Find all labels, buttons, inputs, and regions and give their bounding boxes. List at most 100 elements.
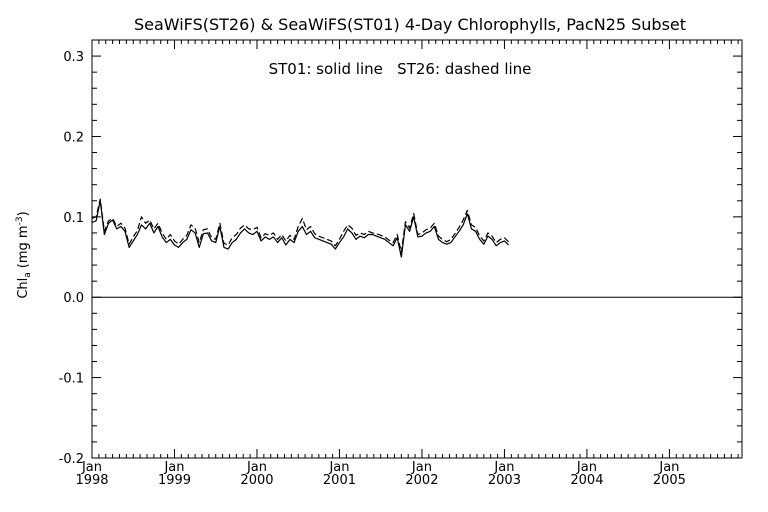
- data-point-st26: [364, 234, 365, 235]
- data-point-st01: [491, 239, 492, 240]
- data-point-st01: [442, 242, 443, 243]
- data-point-st26: [483, 240, 484, 241]
- data-point-st01: [331, 244, 332, 245]
- data-point-st26: [215, 239, 216, 240]
- data-point-st01: [421, 236, 422, 237]
- data-point-st26: [277, 239, 278, 240]
- y-tick-label: 0.0: [63, 291, 84, 306]
- data-point-st26: [149, 219, 150, 220]
- series-layer: [91, 198, 509, 258]
- x-tick-label-year: 2000: [240, 473, 273, 488]
- data-point-st26: [409, 228, 410, 229]
- data-point-st01: [500, 242, 501, 243]
- chart-title: SeaWiFS(ST26) & SeaWiFS(ST01) 4-Day Chlo…: [134, 15, 686, 34]
- x-tick-label-month: Jan: [81, 460, 102, 475]
- data-point-st01: [392, 245, 393, 246]
- data-point-st01: [215, 242, 216, 243]
- data-point-st26: [397, 234, 398, 235]
- data-point-st26: [392, 242, 393, 243]
- data-point-st26: [219, 223, 220, 224]
- data-point-st26: [145, 223, 146, 224]
- data-point-st01: [364, 237, 365, 238]
- data-point-st26: [174, 240, 175, 241]
- x-tick-label-month: Jan: [493, 460, 514, 475]
- data-point-st26: [359, 232, 360, 233]
- data-point-st01: [149, 223, 150, 224]
- data-point-st26: [458, 227, 459, 228]
- data-point-st26: [170, 234, 171, 235]
- data-point-st01: [153, 232, 154, 233]
- data-point-st01: [141, 224, 142, 225]
- data-point-st26: [112, 218, 113, 219]
- y-tick-label: -0.1: [59, 372, 84, 387]
- x-tick-label-month: Jan: [163, 460, 184, 475]
- x-tick-label-month: Jan: [328, 460, 349, 475]
- data-point-st26: [487, 232, 488, 233]
- y-axis-label-sub: a: [23, 272, 33, 278]
- data-point-st26: [471, 224, 472, 225]
- data-point-st01: [170, 239, 171, 240]
- x-tick-label-year: 1999: [158, 473, 191, 488]
- x-tick-label-month: Jan: [576, 460, 597, 475]
- data-point-st26: [166, 239, 167, 240]
- data-point-st26: [310, 226, 311, 227]
- data-point-st01: [256, 231, 257, 232]
- data-point-st01: [326, 242, 327, 243]
- data-point-st01: [203, 233, 204, 234]
- data-point-st01: [438, 239, 439, 240]
- data-point-st26: [260, 237, 261, 238]
- data-point-st26: [421, 232, 422, 233]
- data-point-st26: [248, 228, 249, 229]
- data-point-st01: [166, 242, 167, 243]
- data-point-st26: [347, 224, 348, 225]
- data-point-st01: [302, 226, 303, 227]
- data-point-st01: [347, 228, 348, 229]
- data-point-st01: [368, 234, 369, 235]
- data-point-st26: [504, 237, 505, 238]
- data-point-st26: [293, 239, 294, 240]
- data-point-st26: [120, 223, 121, 224]
- data-point-st01: [240, 232, 241, 233]
- data-point-st26: [430, 228, 431, 229]
- data-point-st26: [265, 233, 266, 234]
- data-point-st26: [91, 218, 92, 219]
- data-point-st26: [232, 237, 233, 238]
- data-point-st26: [496, 242, 497, 243]
- data-point-st01: [483, 244, 484, 245]
- data-point-st01: [174, 244, 175, 245]
- data-point-st26: [223, 243, 224, 244]
- data-point-st01: [463, 224, 464, 225]
- data-point-st26: [252, 229, 253, 230]
- data-point-st26: [384, 236, 385, 237]
- data-point-st01: [322, 240, 323, 241]
- data-point-st26: [438, 236, 439, 237]
- data-point-st01: [157, 226, 158, 227]
- data-point-st26: [240, 228, 241, 229]
- x-tick-label-month: Jan: [246, 460, 267, 475]
- data-point-st01: [351, 232, 352, 233]
- data-point-st26: [302, 218, 303, 219]
- data-point-st01: [450, 242, 451, 243]
- legend-annotation: ST01: solid line ST26: dashed line: [269, 60, 532, 78]
- data-point-st26: [314, 233, 315, 234]
- y-axis-label-unit: (mg m: [16, 225, 31, 268]
- data-point-st01: [289, 239, 290, 240]
- data-point-st26: [298, 226, 299, 227]
- data-point-st26: [446, 241, 447, 242]
- x-tick-label-year: 2005: [653, 473, 686, 488]
- data-point-st26: [96, 216, 97, 217]
- data-point-st01: [265, 236, 266, 237]
- y-axis-label: Chla (mg m-3): [15, 211, 33, 298]
- x-tick-label-month: Jan: [658, 460, 679, 475]
- data-point-st26: [281, 234, 282, 235]
- data-point-st01: [318, 239, 319, 240]
- data-point-st01: [467, 213, 468, 214]
- data-point-st01: [223, 247, 224, 248]
- data-point-st01: [252, 234, 253, 235]
- data-point-st01: [248, 232, 249, 233]
- data-point-st26: [124, 228, 125, 229]
- data-point-st26: [116, 226, 117, 227]
- data-point-st01: [479, 239, 480, 240]
- data-point-st26: [368, 231, 369, 232]
